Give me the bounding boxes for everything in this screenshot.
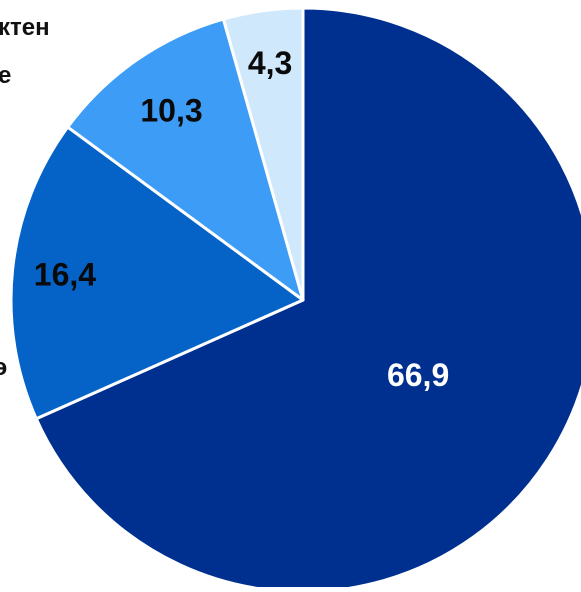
legend-fragment-top: ктен bbox=[0, 14, 50, 41]
pie-slice-2 bbox=[66, 17, 305, 302]
pie-slice-3 bbox=[221, 6, 305, 302]
pie-slice-0 bbox=[34, 6, 581, 592]
slice-label-3: 4,3 bbox=[248, 45, 292, 81]
slice-label-1: 16,4 bbox=[34, 256, 96, 292]
slice-label-0: 66,9 bbox=[387, 357, 449, 393]
slice-label-2: 10,3 bbox=[140, 92, 202, 128]
legend-fragment-third: э bbox=[0, 354, 8, 381]
pie-slice-1 bbox=[9, 125, 305, 421]
pie-slices bbox=[9, 6, 581, 592]
slice-labels: 66,9 16,4 10,3 4,3 bbox=[34, 45, 449, 393]
legend-fragment-second: е bbox=[0, 62, 12, 89]
